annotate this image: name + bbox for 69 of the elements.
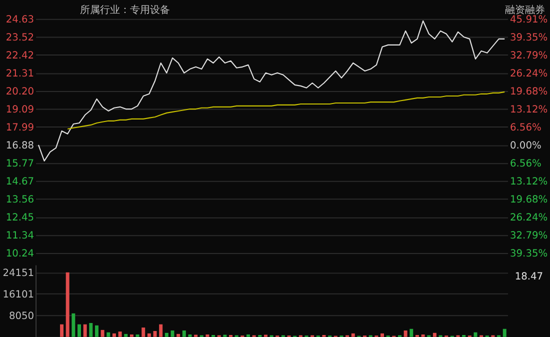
y2-tick-label: 39.35%	[510, 32, 548, 44]
y2-tick-label: 26.24%	[510, 212, 548, 224]
y-tick-label: 16101	[2, 289, 34, 300]
line-series	[67, 91, 506, 130]
y-tick-label: 19.09	[6, 104, 34, 116]
y-tick-label: 22.42	[6, 50, 34, 62]
bar	[502, 328, 506, 337]
y-tick-label: 12.45	[6, 212, 34, 224]
y-tick-label: 11.34	[6, 230, 34, 242]
y2-tick-label: 32.79%	[510, 230, 548, 242]
bar	[124, 334, 128, 337]
y-tick-label: 15.77	[6, 158, 34, 170]
bar	[182, 330, 186, 337]
y-tick-label: 24151	[2, 268, 34, 279]
y2-tick-label: 19.68%	[510, 86, 548, 98]
bar	[72, 313, 76, 337]
y-tick-label: 23.52	[6, 32, 34, 44]
y2-tick-label: 0.00%	[510, 140, 542, 152]
bar	[474, 332, 478, 337]
y2-tick-label: 6.56%	[510, 158, 542, 170]
chart-title: 所属行业：专用设备	[80, 4, 170, 16]
y-tick-label: 20.20	[6, 86, 34, 98]
bar	[89, 323, 93, 337]
y2-tick-label: 45.91%	[510, 14, 548, 26]
y-tick-label: 14.67	[6, 176, 34, 188]
bar	[159, 324, 163, 337]
y-tick-label: 21.31	[6, 68, 34, 80]
bar	[410, 328, 414, 337]
y2-tick-label: 6.56%	[510, 122, 542, 134]
bar	[188, 334, 192, 337]
y2-tick-label: 32.79%	[510, 50, 548, 62]
bar	[66, 272, 70, 337]
bar	[176, 334, 180, 337]
bar	[100, 330, 104, 337]
bar	[136, 334, 140, 337]
y-tick-label: 8050	[8, 310, 34, 322]
text: 18.47	[514, 272, 544, 283]
bar	[351, 333, 355, 337]
bar	[60, 324, 64, 337]
bar	[83, 324, 87, 337]
bar	[130, 334, 134, 337]
bar	[147, 333, 151, 337]
y2-tick-label: 13.12%	[510, 176, 548, 188]
bar	[246, 334, 250, 337]
bar	[206, 334, 210, 337]
y2-tick-label: 19.68%	[510, 194, 548, 206]
bar	[153, 331, 157, 337]
y2-tick-label: 13.12%	[510, 104, 548, 116]
bar	[164, 332, 168, 337]
bar	[380, 333, 384, 337]
bar	[404, 330, 408, 337]
y2-tick-label: 26.24%	[510, 68, 548, 80]
bar	[142, 328, 146, 337]
y-tick-label: 16.88	[6, 140, 34, 152]
y-tick-label: 24.63	[6, 14, 34, 26]
bar	[432, 332, 436, 337]
bar	[94, 325, 98, 337]
bar	[421, 334, 425, 337]
bar	[112, 333, 116, 337]
bar	[170, 330, 174, 337]
bar	[118, 332, 122, 337]
y-tick-label: 10.24	[6, 248, 34, 260]
bar	[78, 324, 81, 337]
line-series	[38, 20, 506, 162]
y-tick-label: 17.99	[6, 122, 34, 134]
bar	[106, 332, 110, 337]
y-tick-label: 13.56	[6, 194, 34, 206]
y2-tick-label: 39.35%	[510, 248, 548, 260]
text: 融资融券	[505, 4, 546, 16]
